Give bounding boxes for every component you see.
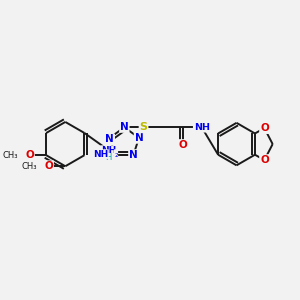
Text: N: N (105, 134, 114, 144)
Text: CH₃: CH₃ (2, 151, 17, 160)
Text: CH₃: CH₃ (21, 162, 37, 171)
Text: O: O (260, 155, 269, 165)
Text: N: N (135, 133, 143, 143)
Text: O: O (44, 161, 53, 171)
Text: O: O (178, 140, 187, 150)
Text: O: O (25, 150, 34, 160)
Text: NH: NH (101, 146, 116, 155)
Text: H: H (105, 153, 112, 162)
Text: O: O (260, 123, 269, 133)
Text: NH: NH (194, 123, 210, 132)
Text: N: N (129, 150, 138, 160)
Text: ₂: ₂ (114, 150, 118, 159)
Text: NH: NH (93, 150, 109, 159)
Text: N: N (120, 122, 129, 132)
Text: S: S (140, 122, 148, 132)
